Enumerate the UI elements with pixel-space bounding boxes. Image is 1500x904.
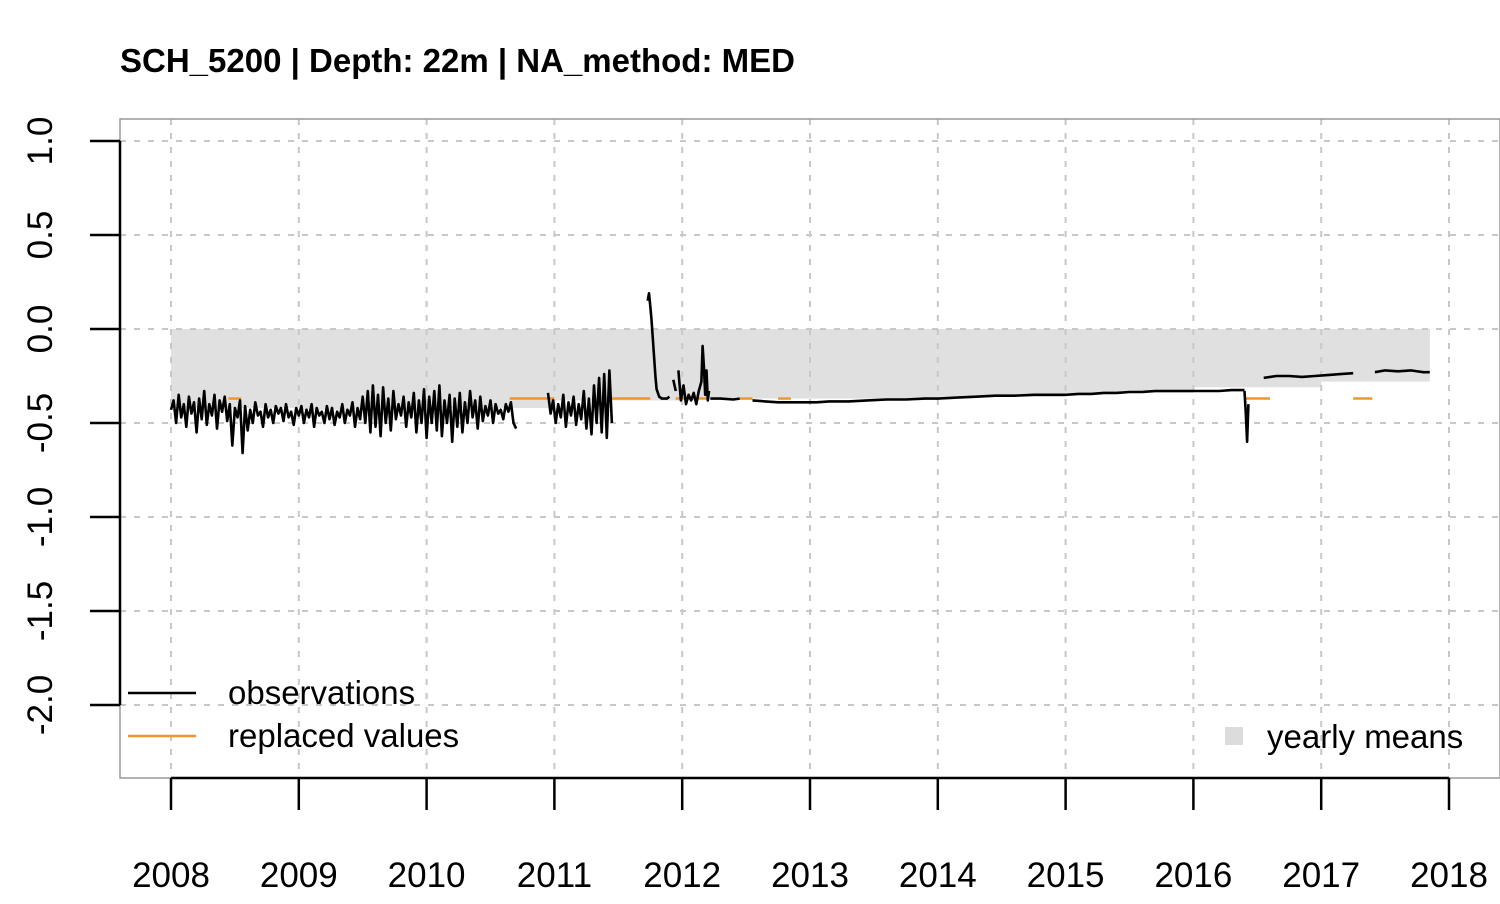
x-tick-label: 2008 [132,856,210,895]
yearly-mean-bar [810,329,938,399]
y-tick-label: 1.0 [21,117,60,166]
x-tick-label: 2009 [260,856,338,895]
observation-line [1243,390,1250,444]
observation-line [677,344,711,406]
x-tick-label: 2015 [1027,856,1105,895]
observation-line [1263,371,1354,380]
x-tick-label: 2018 [1410,856,1488,895]
x-tick-label: 2017 [1282,856,1360,895]
y-tick-label: -0.5 [21,393,60,453]
x-tick-label: 2013 [771,856,849,895]
x-axis: 2008 2009 2010 2011 2012 2013 2014 2015 2016 2017… [132,776,1488,895]
yearly-means-layer [171,329,1430,410]
observations-layer [169,291,1430,455]
observation-line [1374,369,1430,374]
x-tick-label: 2016 [1154,856,1232,895]
x-tick-label: 2010 [388,856,466,895]
y-tick-label: 0.5 [21,211,60,260]
x-tick-label: 2012 [643,856,721,895]
observation-line [752,388,1245,404]
observation-line [672,379,678,392]
chart-title: SCH_5200 | Depth: 22m | NA_method: MED [120,42,795,79]
x-tick-label: 2011 [517,856,592,895]
yearly-mean-bar [554,329,683,401]
x-tick-label: 2014 [899,856,977,895]
yearly-mean-bar [1065,329,1194,393]
yearly-mean-bar [937,329,1066,397]
yearly-mean-bar [426,329,555,408]
y-axis: 1.0 0.5 0.0 -0.5 -1.0 -1.5 -2.0 [21,117,122,735]
observation-line [646,291,671,400]
grid-layer [120,119,1500,778]
legend-label: yearly means [1267,718,1463,755]
y-tick-label: -1.5 [21,581,60,641]
observation-line [546,369,614,440]
legend: observations replaced values yearly means [128,674,1463,755]
legend-swatch-box [1225,727,1243,745]
legend-label: observations [228,674,415,711]
yearly-mean-bar [171,329,299,408]
observation-line [169,384,518,455]
y-tick-label: 0.0 [21,305,60,354]
legend-label: replaced values [228,717,459,754]
y-tick-label: -1.0 [21,487,60,547]
observation-line [710,397,740,401]
y-tick-label: -2.0 [21,675,60,735]
yearly-mean-bar [1193,329,1322,388]
